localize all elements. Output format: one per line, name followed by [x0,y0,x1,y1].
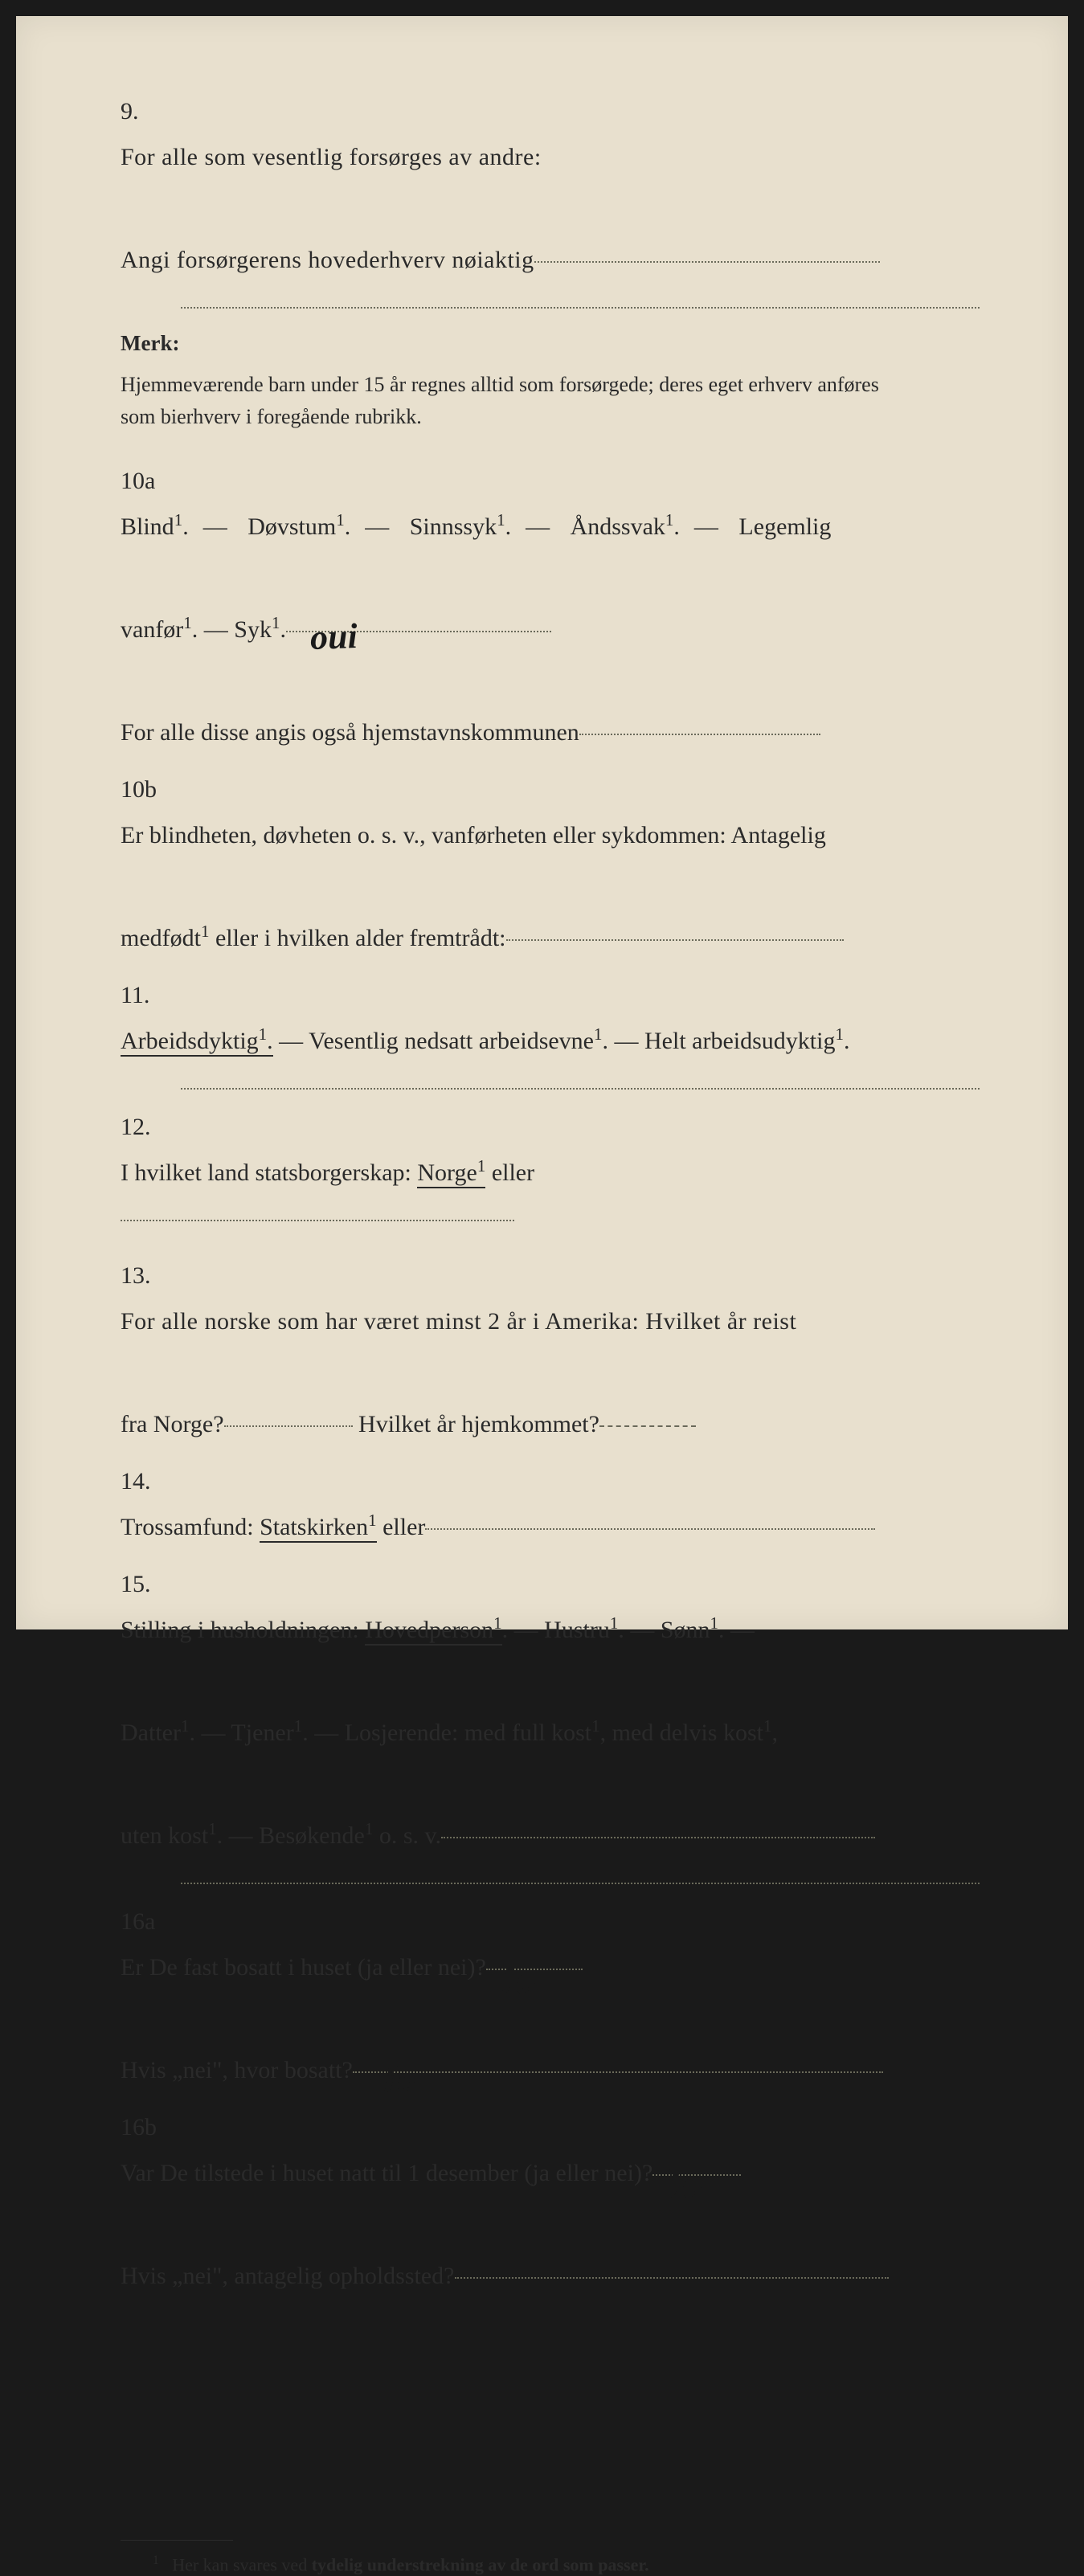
merk-label: Merk: [121,323,197,364]
fill-line [121,1220,514,1221]
question-16a-line2: Hvis „nei", hvor bosatt?Ja [121,2002,980,2093]
fill-line [506,939,844,941]
q13-number: 13. [121,1253,177,1298]
question-10b: 10b Er blindheten, døvheten o. s. v., va… [121,767,980,858]
q10b-text1: Er blindheten, døvheten o. s. v., vanfør… [121,812,919,858]
question-13: 13. For alle norske som har været minst … [121,1253,980,1344]
fill-line [579,734,820,735]
q11-selected: Arbeidsdyktig1. [121,1028,273,1057]
q12-selected: Norge1 [417,1159,485,1188]
footnote-rule [121,2540,233,2541]
q15-number: 15. [121,1561,177,1607]
question-9: 9. For alle som vesentlig forsørges av a… [121,88,980,180]
question-13-line2: fra Norge? Hvilket år hjemkommet? [121,1355,980,1447]
question-16b: 16b Var De tilstede i huset natt til 1 d… [121,2104,980,2196]
fill-line [441,1837,875,1838]
question-16b-line2: Hvis „nei", antagelig opholdssted? [121,2207,980,2299]
footnote: 1 Her kan svares ved tydelig understrekn… [153,2554,980,2575]
fill-line: Ja [652,2174,741,2176]
q11-number: 11. [121,972,177,1018]
question-9-line2: Angi forsørgerens hovederhverv nøiaktig [121,191,980,283]
fill-line: Ja [353,2071,883,2073]
question-12: 12. I hvilket land statsborgerskap: Norg… [121,1104,980,1241]
fill-line [181,1088,980,1090]
q9-text-line2: Angi forsørgerens hovederhverv nøiaktig [121,247,534,273]
q15-selected: Hovedperson1 [365,1617,501,1646]
q9-text-line1: For alle som vesentlig forsørges av andr… [121,134,919,180]
fill-line [181,307,980,309]
fill-line [425,1528,875,1530]
fill-line [534,261,880,263]
question-14: 14. Trossamfund: Statskirken1 eller [121,1458,980,1550]
fill-line [599,1425,696,1427]
note-merk: Merk: Hjemmeværende barn under 15 år reg… [121,323,980,439]
fill-line: oui [286,631,551,632]
question-10b-line2: medfødt1 eller i hvilken alder fremtrådt… [121,869,980,961]
question-15: 15. Stilling i husholdningen: Hovedperso… [121,1561,980,1653]
question-10a: 10a Blind1.— Døvstum1.— Sinnssyk1.— Ånds… [121,458,980,550]
q14-selected: Statskirken1 [260,1514,377,1543]
handwritten-answer: oui [309,603,359,672]
merk-text: Hjemmeværende barn under 15 år regnes al… [121,369,899,434]
question-15-line2: Datter1. — Tjener1. — Losjerende: med fu… [121,1664,980,1756]
question-10a-line2: vanfør1. — Syk1.oui [121,561,980,652]
q14-number: 14. [121,1458,177,1504]
question-16a: 16a Er De fast bosatt i huset (ja eller … [121,1899,980,1990]
q16a-number: 16a [121,1899,177,1944]
question-15-line3: uten kost1. — Besøkende1 o. s. v. [121,1767,980,1858]
document-page: 9. For alle som vesentlig forsørges av a… [16,16,1068,1629]
fill-line [181,1883,980,1884]
q13-text1: For alle norske som har været minst 2 år… [121,1298,919,1344]
q10a-number: 10a [121,458,177,504]
fill-line: Ja [486,1969,583,1970]
question-10a-line3: For alle disse angis også hjemstavnskomm… [121,664,980,755]
question-11: 11. Arbeidsdyktig1. — Vesentlig nedsatt … [121,972,980,1064]
q16b-number: 16b [121,2104,177,2150]
q9-number: 9. [121,88,177,134]
fill-line [224,1425,353,1427]
q12-number: 12. [121,1104,177,1150]
fill-line [455,2277,889,2279]
q10b-number: 10b [121,767,177,812]
